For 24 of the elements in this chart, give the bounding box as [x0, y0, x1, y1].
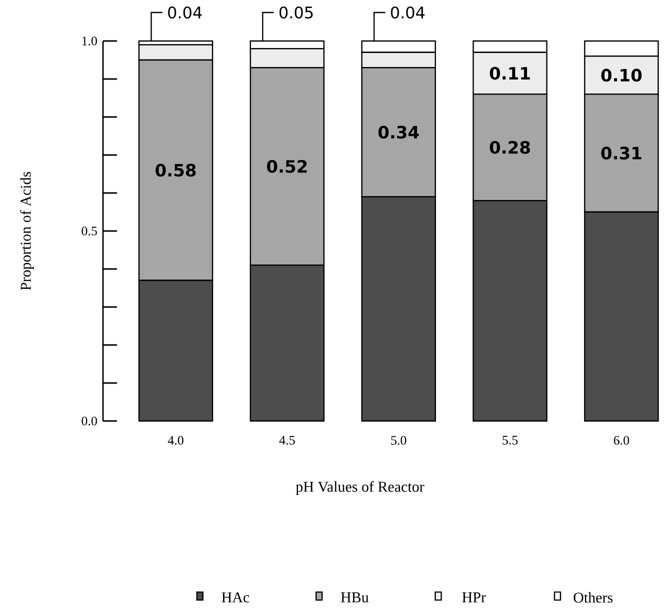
- legend-label: HPr: [462, 592, 486, 602]
- x-tick-label: 4.5: [279, 436, 295, 445]
- data-label: 0.31: [601, 146, 642, 160]
- data-label: 0.28: [490, 140, 530, 154]
- x-tick-label: 6.0: [614, 436, 630, 445]
- data-label: 0.05: [280, 6, 313, 19]
- x-axis-title: pH Values of Reactor: [296, 481, 424, 495]
- data-label: 0.10: [601, 68, 642, 82]
- data-label: 0.04: [168, 6, 202, 19]
- y-tick-label: 0.0: [82, 416, 97, 426]
- data-label: 0.58: [156, 164, 196, 177]
- data-label: 0.11: [490, 66, 530, 80]
- x-tick-label: 5.0: [391, 436, 406, 445]
- x-tick-label: 5.5: [502, 436, 518, 445]
- legend-label: HAc: [222, 592, 250, 602]
- y-tick-label: 0.5: [82, 226, 97, 236]
- data-label: 0.52: [267, 160, 307, 173]
- y-axis-title: Proportion of Acids: [20, 172, 34, 290]
- legend-label: Others: [574, 592, 613, 603]
- x-tick-label: 4.0: [168, 436, 184, 445]
- data-label: 0.34: [378, 126, 419, 139]
- legend-label: HBu: [340, 592, 369, 602]
- y-tick-label: 1.0: [82, 36, 97, 46]
- data-label: 0.04: [390, 6, 425, 19]
